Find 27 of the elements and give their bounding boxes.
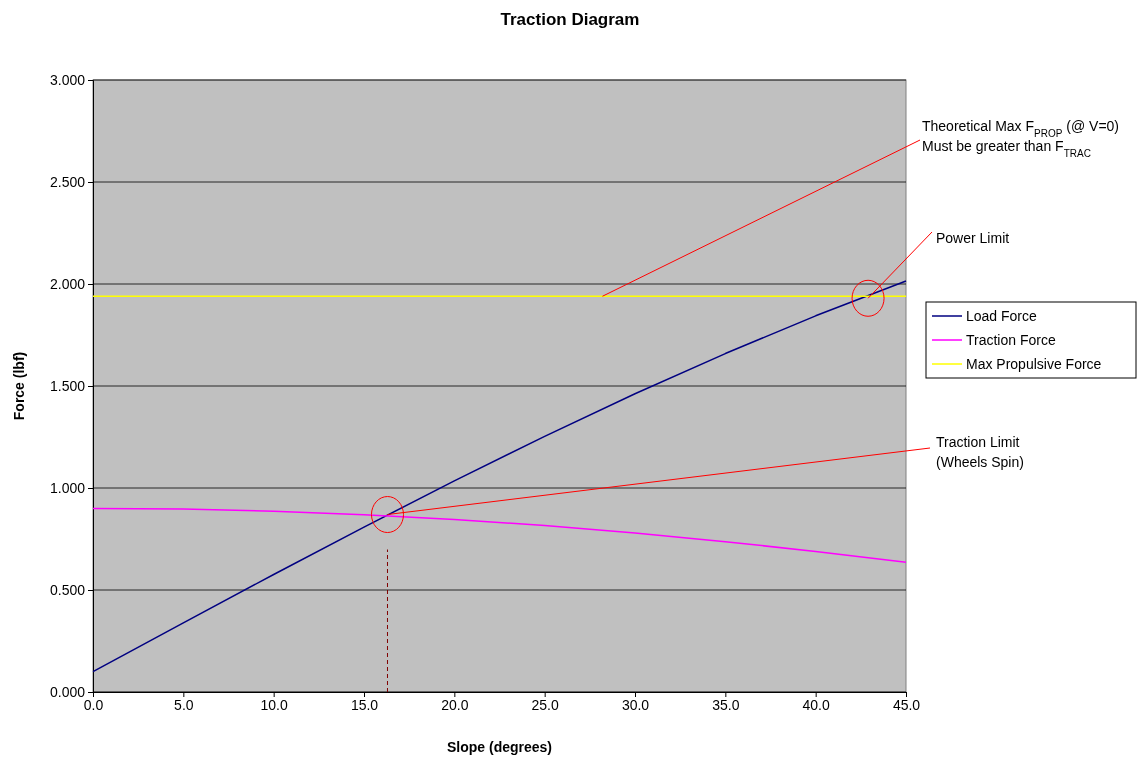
y-tick-label: 0.500: [49, 581, 86, 598]
line-series: [92, 507, 907, 564]
x-tick-label: 5.0: [174, 696, 194, 713]
annotation: Theoretical Max F$_{PROP}$ (@ V=0) Must be greater than F$_{TRAC}$: [922, 118, 1120, 159]
x-tick-label: 0.0: [83, 696, 104, 713]
legend-label: Traction Force: [966, 332, 1056, 348]
x-tick-label: 10.0: [260, 696, 288, 713]
x-tick-label: 45.0: [892, 696, 921, 713]
x-tick-label: 40.0: [802, 696, 830, 713]
legend-label: Load Force: [966, 308, 1038, 324]
legend-label: Max Propulsive Force: [966, 356, 1102, 372]
y-tick-label: 1.000: [49, 479, 86, 496]
y-tick-label: 3.000: [49, 71, 86, 88]
y-tick-label: 0.000: [49, 683, 86, 700]
x-tick-label: 30.0: [621, 696, 650, 713]
x-axis-title: Slope (degrees): [446, 739, 553, 755]
y-axis-title: Force (lbf): [11, 351, 27, 421]
y-tick-label: 1.500: [49, 377, 86, 394]
annotation: Power Limit: [936, 230, 1010, 246]
x-tick-label: 35.0: [712, 696, 740, 713]
annotation: Traction Limit (Wheels Spin): [936, 434, 1024, 470]
x-tick-label: 20.0: [441, 696, 469, 713]
y-tick-label: 2.000: [49, 275, 86, 292]
x-tick-label: 25.0: [531, 696, 559, 713]
y-tick-label: 2.500: [49, 173, 86, 190]
chart-title: Traction Diagram: [500, 10, 640, 29]
x-tick-label: 15.0: [350, 696, 379, 713]
